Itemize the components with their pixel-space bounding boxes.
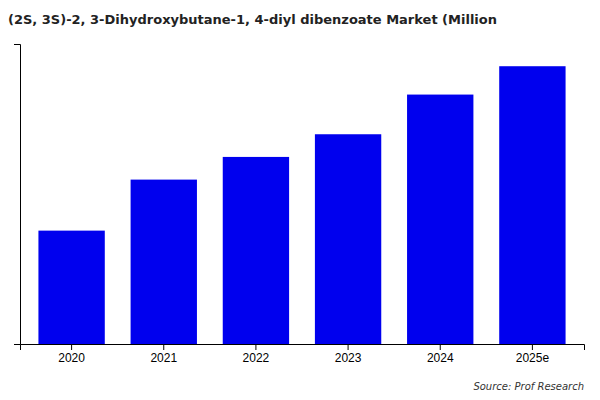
chart-svg: (2S, 3S)-2, 3-Dihydroxybutane-1, 4-diyl …: [0, 0, 600, 400]
x-tick: 2022: [243, 344, 270, 365]
x-axis-line: [21, 345, 585, 351]
x-tick-mark: [255, 344, 256, 350]
x-tick-mark: [348, 344, 349, 350]
bars: [38, 66, 565, 344]
bar: [223, 157, 289, 344]
x-tick: 2024: [427, 344, 454, 365]
x-tick: 2020: [58, 344, 85, 365]
bar: [499, 66, 565, 344]
x-tick-mark: [532, 344, 533, 350]
x-tick: 2023: [335, 344, 362, 365]
x-tick-label: 2023: [335, 351, 362, 365]
x-tick-label: 2022: [243, 351, 270, 365]
x-axis: 2020 2021 2022 2023 2024 2025e: [21, 344, 585, 365]
x-tick-mark: [440, 344, 441, 350]
bar: [315, 134, 381, 344]
y-axis-line: [14, 45, 21, 345]
plot-area: 2020 2021 2022 2023 2024 2025e: [14, 45, 585, 365]
y-axis: [14, 45, 21, 345]
x-tick-mark: [71, 344, 72, 350]
x-tick-label: 2025e: [516, 351, 550, 365]
x-tick: 2021: [150, 344, 177, 365]
bar: [38, 231, 104, 344]
title: (2S, 3S)-2, 3-Dihydroxybutane-1, 4-diyl …: [8, 12, 497, 27]
bar: [407, 95, 473, 344]
x-tick: 2025e: [516, 344, 550, 365]
x-tick-label: 2024: [427, 351, 454, 365]
x-tick-label: 2020: [58, 351, 85, 365]
x-tick-label: 2021: [150, 351, 177, 365]
bar: [131, 180, 197, 344]
x-tick-mark: [163, 344, 164, 350]
annotation: Source: Prof Research: [473, 381, 584, 392]
